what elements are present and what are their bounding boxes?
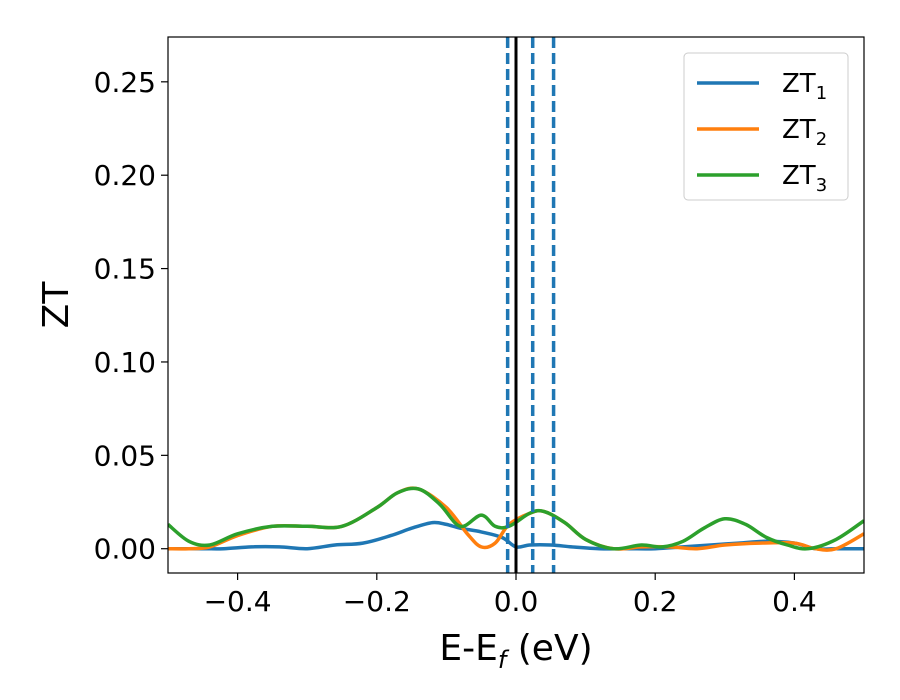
legend-label-zt3: ZT3 <box>782 161 827 196</box>
series-line-zt3 <box>168 486 864 551</box>
x-tick-label: 0.2 <box>633 585 678 618</box>
y-tick-label: 0.20 <box>94 159 156 192</box>
vertical-lines-layer <box>505 37 556 573</box>
legend-label-zt2: ZT2 <box>782 115 827 150</box>
y-axis: 0.00 0.05 0.10 0.15 0.20 0.25 <box>94 66 168 566</box>
y-tick-label: 0.10 <box>94 346 156 379</box>
x-tick-label: 0.4 <box>772 585 817 618</box>
x-tick-label: −0.2 <box>343 585 411 618</box>
x-tick-label: −0.4 <box>204 585 272 618</box>
y-axis-label: ZT <box>36 281 77 329</box>
y-tick-label: 0.25 <box>94 66 156 99</box>
y-tick-label: 0.05 <box>94 439 156 472</box>
x-axis: −0.4 −0.2 0.0 0.2 0.4 <box>204 573 817 618</box>
legend: ZT1 ZT2 ZT3 <box>683 52 849 201</box>
x-axis-label: E-Ef (eV) <box>439 628 592 674</box>
legend-frame <box>683 52 849 201</box>
y-tick-label: 0.15 <box>94 253 156 286</box>
legend-label-zt1: ZT1 <box>782 69 827 104</box>
y-tick-label: 0.00 <box>94 533 156 566</box>
x-tick-label: 0.0 <box>494 585 539 618</box>
